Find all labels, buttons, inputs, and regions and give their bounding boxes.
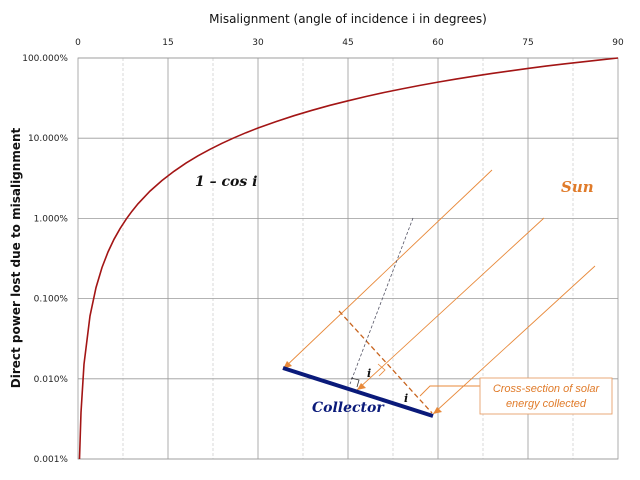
x-tick-label: 90 [612, 38, 624, 48]
sun-collector-diagram: i i Sun Collector Cross-section of solar… [282, 169, 613, 418]
y-tick-label: 1.000% [34, 214, 69, 224]
sun-ray-2-arrowhead [357, 383, 366, 390]
collector-bar [282, 366, 434, 418]
angle-label-collector: i [404, 392, 408, 405]
sun-ray-1 [282, 169, 493, 370]
x-tick-label: 30 [252, 38, 264, 48]
angle-label-normal: i [367, 367, 371, 380]
collector-label: Collector [312, 400, 385, 416]
x-axis-title: Misalignment (angle of incidence i in de… [209, 12, 487, 26]
sun-ray-3 [432, 265, 596, 415]
right-angle-mark-collector [350, 377, 360, 388]
cross-section-pointer [419, 385, 480, 397]
tick-labels: 0 15 30 45 60 75 90 0.001% 0.010% 0.100% 1.000% 10.… [22, 38, 624, 465]
y-axis-title: Direct power lost due to misalignment [9, 128, 23, 389]
sun-ray-3-arrowhead [433, 407, 442, 414]
cross-section-line [338, 310, 433, 414]
x-tick-label: 0 [75, 38, 81, 48]
x-tick-label: 60 [432, 38, 444, 48]
normal-line [349, 217, 414, 385]
right-angle-mark-ray [377, 363, 386, 377]
cross-section-label-line1: Cross-section of solar [493, 383, 601, 395]
y-tick-label: 0.100% [34, 295, 69, 305]
series-line [78, 57, 619, 460]
y-tick-label: 10.000% [28, 134, 68, 144]
x-tick-label: 15 [162, 38, 173, 48]
x-tick-label: 45 [342, 38, 353, 48]
x-tick-label: 75 [522, 38, 533, 48]
curve-label: 1 – cos i [195, 174, 257, 190]
sun-label: Sun [561, 178, 594, 196]
cross-section-box [479, 377, 613, 415]
cross-section-label-line2: energy collected [506, 398, 587, 410]
y-tick-label: 0.001% [34, 455, 69, 465]
y-tick-label: 0.010% [34, 375, 69, 385]
sun-ray-2 [356, 217, 545, 391]
y-tick-label: 100.000% [22, 54, 68, 64]
